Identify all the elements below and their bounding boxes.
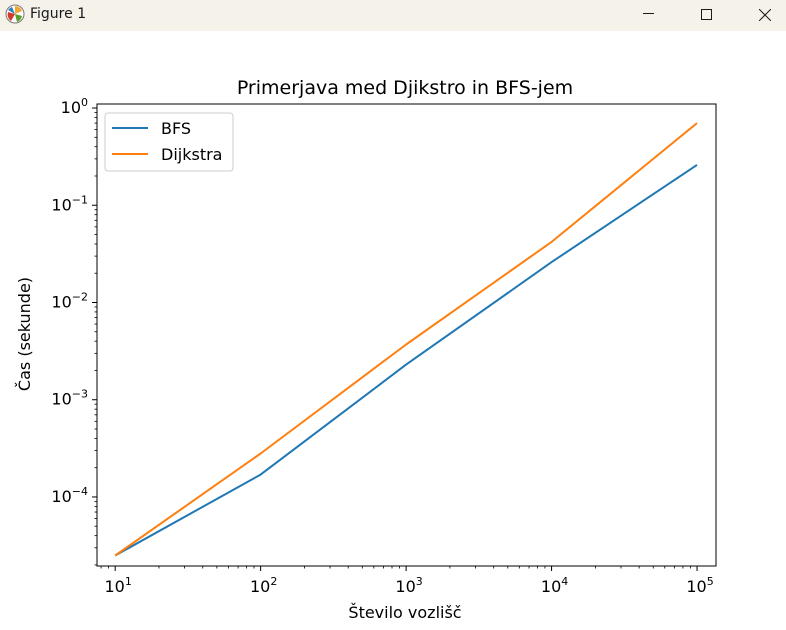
close-button[interactable] [742, 0, 786, 31]
x-axis-label: Število vozlišč [348, 603, 461, 622]
window-title: Figure 1 [30, 6, 87, 22]
y-tick-label: 10−2 [51, 290, 88, 311]
x-tick-label: 104 [541, 575, 568, 596]
y-tick-label: 10−1 [51, 193, 88, 214]
y-tick-label: 10−3 [51, 388, 88, 409]
minimize-icon [643, 13, 654, 14]
x-tick-label: 101 [104, 575, 131, 596]
legend-label: Dijkstra [161, 145, 222, 164]
axes-frame [96, 103, 717, 567]
close-icon [759, 9, 771, 21]
line-chart: Primerjava med Djikstro in BFS-jem 101 10… [15, 77, 717, 622]
plot-area: 101 102 103 104 105 10−4 10−3 10−2 10−1 100 BFS Dij… [51, 96, 717, 596]
maximize-icon [701, 9, 712, 20]
legend-label: BFS [161, 119, 191, 138]
y-tick-label: 100 [61, 96, 88, 117]
legend: BFS Dijkstra [104, 112, 234, 172]
x-tick-label: 105 [686, 575, 713, 596]
series-line-bfs [114, 164, 698, 557]
maximize-button[interactable] [684, 0, 730, 31]
matplotlib-icon [5, 4, 25, 24]
x-tick-label: 103 [395, 575, 422, 596]
y-axis-label: Čas (sekunde) [15, 277, 34, 391]
y-tick-label: 10−4 [51, 485, 88, 506]
minimize-button[interactable] [626, 0, 672, 31]
x-tick-label: 102 [250, 575, 277, 596]
series-line-dijkstra [114, 122, 698, 557]
chart-title: Primerjava med Djikstro in BFS-jem [237, 77, 573, 99]
window-titlebar: Figure 1 [0, 0, 786, 31]
